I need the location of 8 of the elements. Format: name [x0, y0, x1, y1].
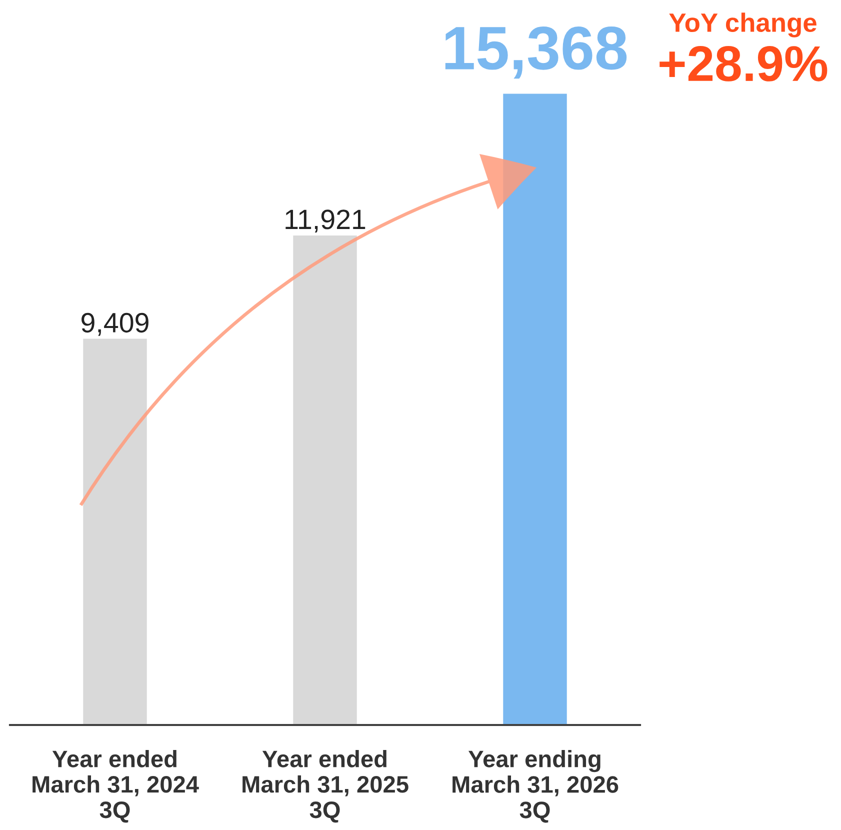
text: +28.9%	[660, 46, 828, 82]
data-label: 9,409	[82, 312, 148, 336]
x-tick-label: Year ended March 31, 2024 3Q	[32, 750, 199, 823]
data-label: 15,368	[445, 26, 627, 79]
text: YoY change	[669, 12, 816, 38]
data-label: 11,921	[286, 210, 366, 233]
x-tick-label: Year ended March 31, 2025 3Q	[242, 750, 408, 823]
x-tick-label: Year ending March 31, 2026 3Q	[452, 750, 618, 823]
